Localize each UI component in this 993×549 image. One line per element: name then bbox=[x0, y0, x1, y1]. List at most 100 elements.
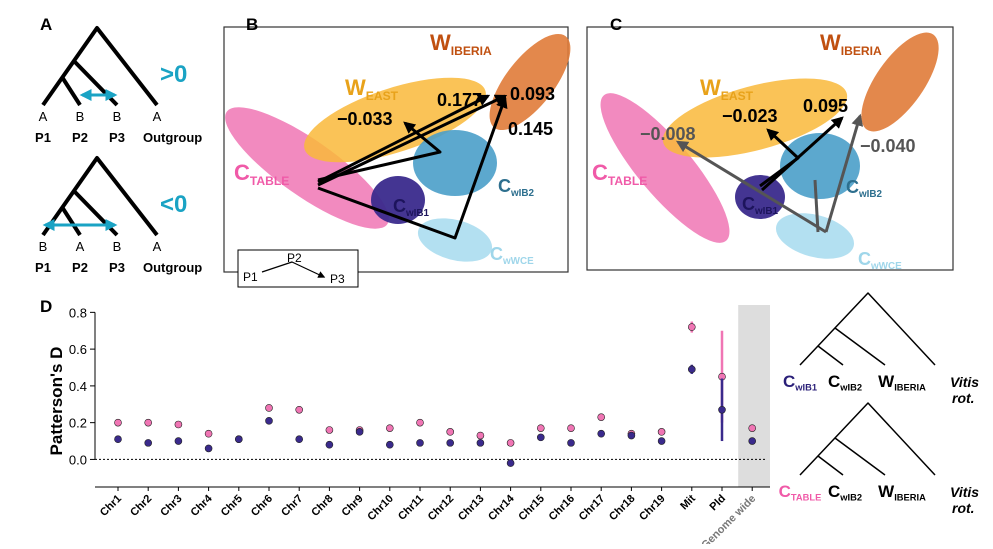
group-sub: EAST bbox=[366, 89, 399, 103]
group-sub: wIB2 bbox=[510, 188, 535, 199]
dot bbox=[235, 435, 243, 444]
dot bbox=[476, 439, 485, 447]
leaf-label: CwIB2 bbox=[828, 482, 862, 503]
x-tick-label: Pld bbox=[708, 493, 729, 514]
dot bbox=[476, 431, 485, 440]
legend-arrow bbox=[261, 261, 326, 278]
y-tick-label: 0.8 bbox=[69, 305, 87, 320]
d-value: 0.177 bbox=[437, 90, 482, 110]
group-label: CTABLE bbox=[234, 160, 289, 188]
group-main: W bbox=[700, 75, 721, 100]
dot bbox=[144, 439, 152, 447]
population-ellipse bbox=[600, 93, 730, 243]
group-label: CwWCE bbox=[490, 244, 534, 267]
group-sub: TABLE bbox=[250, 174, 289, 188]
tree-branch bbox=[60, 75, 82, 107]
group-main: W bbox=[430, 30, 451, 55]
tree-branch bbox=[71, 58, 119, 107]
x-tick-label: Mit bbox=[678, 492, 698, 512]
group-sub: IBERIA bbox=[894, 493, 926, 503]
group-main: W bbox=[878, 482, 895, 501]
population-ellipse bbox=[417, 218, 493, 262]
group-main: W bbox=[820, 30, 841, 55]
d-value: 0.145 bbox=[508, 119, 553, 139]
dot bbox=[385, 440, 394, 449]
dot bbox=[204, 444, 213, 453]
legend-box bbox=[237, 249, 359, 288]
allele: B bbox=[76, 109, 85, 124]
group-sub: IBERIA bbox=[451, 44, 492, 58]
dot bbox=[295, 435, 304, 444]
dot bbox=[536, 424, 545, 432]
x-tick-label: Chr6 bbox=[249, 493, 275, 519]
dot bbox=[718, 405, 726, 414]
group-main: C bbox=[783, 372, 795, 391]
leaf-label: WIBERIA bbox=[878, 372, 926, 393]
panel-b-frame bbox=[223, 26, 569, 273]
y-axis-label: Patterson's D bbox=[47, 347, 66, 456]
tree-branch bbox=[799, 292, 936, 366]
x-tick-label: Chr11 bbox=[396, 493, 426, 523]
dot bbox=[295, 405, 304, 414]
allele: A bbox=[153, 239, 162, 254]
leaf-label: CTABLE bbox=[779, 482, 822, 503]
dot bbox=[204, 429, 213, 438]
group-label: CwWCE bbox=[858, 249, 902, 272]
outgroup-label: rot. bbox=[952, 390, 975, 406]
allele: A bbox=[76, 239, 85, 254]
dot bbox=[114, 435, 122, 444]
dot bbox=[567, 424, 575, 432]
legend-label: P1 bbox=[243, 270, 258, 284]
population-ellipse bbox=[304, 77, 486, 163]
taxon: P2 bbox=[72, 130, 88, 145]
outgroup-label: rot. bbox=[952, 500, 975, 516]
legend-label: P2 bbox=[287, 251, 302, 265]
group-sub: wIB2 bbox=[858, 189, 883, 200]
tree-branch bbox=[834, 327, 886, 366]
dot bbox=[657, 428, 666, 436]
group-sub: wIB1 bbox=[405, 208, 430, 219]
population-ellipse bbox=[489, 33, 571, 131]
dot bbox=[174, 420, 183, 429]
x-tick-label: Chr14 bbox=[486, 492, 517, 523]
tree-branch bbox=[817, 455, 844, 476]
dot bbox=[416, 439, 424, 447]
x-tick-label: Chr13 bbox=[456, 493, 487, 524]
test-arrow bbox=[675, 140, 827, 234]
group-main: C bbox=[828, 482, 840, 501]
taxon: P1 bbox=[35, 130, 51, 145]
dot bbox=[265, 417, 273, 425]
leaf-label: CwIB1 bbox=[783, 372, 817, 393]
dot bbox=[446, 439, 455, 447]
d-value: −0.040 bbox=[860, 136, 916, 156]
dot bbox=[506, 459, 515, 467]
group-sub: wIB1 bbox=[794, 383, 817, 393]
taxon: Outgroup bbox=[143, 260, 202, 275]
y-tick-label: 0.4 bbox=[69, 379, 87, 394]
dot bbox=[657, 437, 666, 445]
group-label: CwIB1 bbox=[742, 194, 779, 217]
allele: B bbox=[113, 109, 122, 124]
taxon: Outgroup bbox=[143, 130, 202, 145]
group-sub: wIB2 bbox=[839, 383, 862, 393]
d-value: 0.095 bbox=[803, 96, 848, 116]
outgroup-label: Vitis bbox=[950, 484, 979, 500]
test-arrow bbox=[317, 94, 508, 187]
dot bbox=[567, 439, 575, 447]
group-main: C bbox=[393, 196, 406, 216]
dot bbox=[355, 428, 364, 436]
group-main: C bbox=[742, 194, 755, 214]
group-sub: IBERIA bbox=[841, 44, 882, 58]
taxon: P1 bbox=[35, 260, 51, 275]
group-main: C bbox=[846, 177, 859, 197]
d-value: −0.023 bbox=[722, 106, 778, 126]
outgroup-label: Vitis bbox=[950, 374, 979, 390]
x-tick-label: Chr17 bbox=[577, 493, 608, 524]
group-label: WEAST bbox=[345, 75, 399, 103]
group-main: C bbox=[779, 482, 791, 501]
population-ellipse bbox=[662, 78, 848, 158]
tree-branch bbox=[71, 188, 119, 237]
dot bbox=[687, 365, 696, 374]
dot bbox=[265, 404, 273, 412]
